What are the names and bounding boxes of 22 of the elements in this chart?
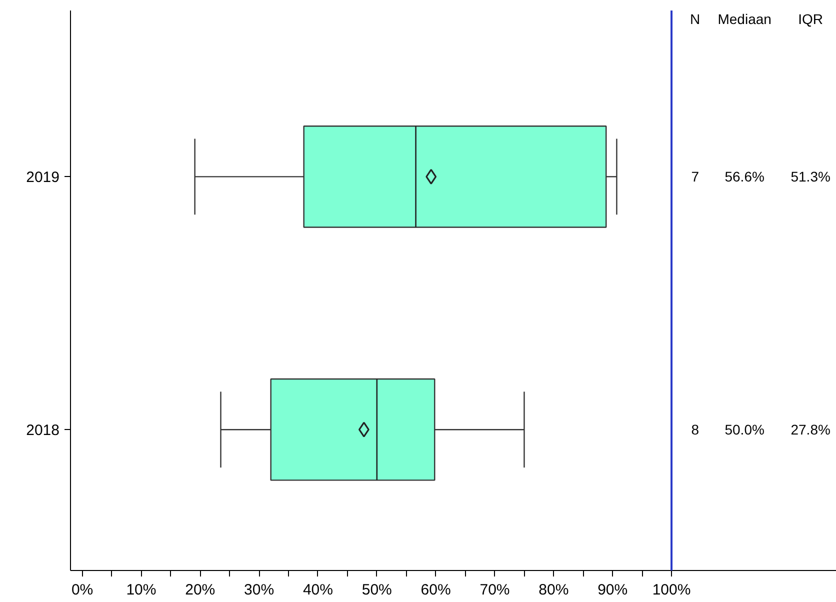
x-tick-label: 100% (652, 582, 691, 598)
y-tick-label: 2018 (26, 422, 60, 440)
annotation: IQR (798, 10, 824, 27)
x-tick-label: 90% (598, 582, 628, 598)
annotation: N (690, 10, 700, 27)
annotation: 56.6% (724, 168, 764, 185)
annotation: 50.0% (724, 422, 764, 438)
annotation: 7 (691, 168, 700, 185)
annotation: 8 (691, 422, 700, 438)
y-tick-label: 2019 (26, 169, 60, 186)
annotation: 51.3% (790, 168, 830, 185)
annotation: Mediaan (718, 10, 772, 27)
x-tick-label: 50% (362, 582, 392, 598)
x-tick-label: 40% (302, 582, 333, 598)
x-tick-label: 0% (71, 582, 94, 598)
x-tick-label: 30% (244, 582, 274, 598)
x-tick-label: 70% (480, 582, 510, 598)
x-tick-label: 20% (185, 582, 216, 598)
x-tick-label: 80% (538, 582, 569, 598)
annotation: 27.8% (790, 422, 830, 438)
x-tick-label: 60% (420, 582, 451, 598)
x-tick-label: 10% (126, 582, 156, 598)
